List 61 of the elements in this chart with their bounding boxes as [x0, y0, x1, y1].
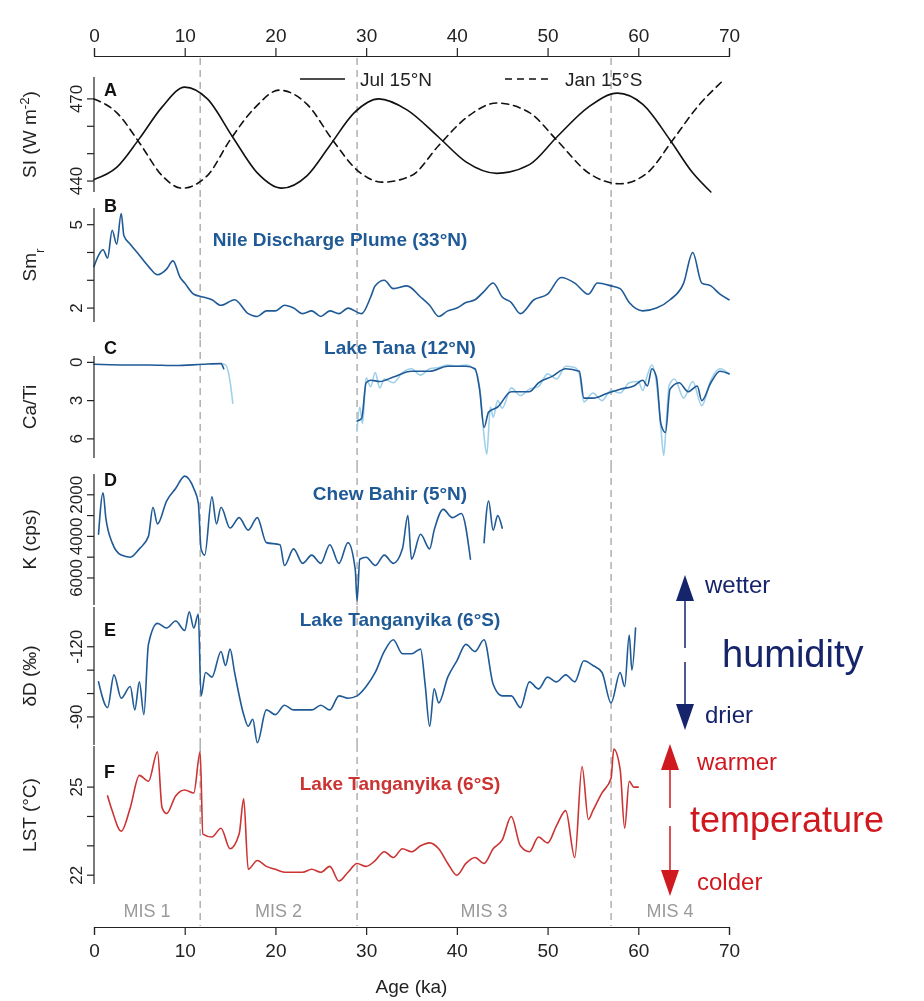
y-axis-title: δD (‰)	[19, 645, 40, 707]
x-tick-label: 60	[628, 940, 650, 962]
text: Lake Tanganyika (6°S)	[299, 773, 501, 794]
text: F	[104, 762, 115, 782]
text: MIS 2	[255, 901, 303, 921]
x2-tick-label: 20	[265, 25, 287, 46]
x-tick-label: 0	[89, 940, 100, 962]
legend-label: Jan 15°S	[565, 69, 643, 90]
x2-tick-label: 0	[89, 25, 100, 46]
x2-tick-label: 30	[356, 25, 378, 46]
annotation: warmer	[696, 748, 778, 775]
y-tick-label: 470	[67, 84, 86, 114]
chart-title: D	[104, 470, 117, 490]
y-tick-label: -120	[67, 629, 86, 664]
chart-title: A	[104, 80, 117, 100]
x-tick-label: 20	[265, 940, 287, 962]
x2-tick-label: 10	[174, 25, 196, 46]
y-tick-label: 440	[67, 166, 86, 196]
y-tick-label: 5	[67, 219, 86, 230]
line-series	[106, 748, 640, 882]
x2-tick-label: 50	[537, 25, 559, 46]
annotation: wetter	[704, 571, 771, 598]
y-axis-title: LST (°C)	[19, 778, 40, 852]
y-axis-title: K (cps)	[19, 509, 40, 570]
annotation: drier	[705, 701, 754, 728]
legend-label: Jul 15°N	[360, 69, 433, 90]
text: E	[104, 620, 117, 640]
y-tick-label: 2000	[67, 475, 86, 514]
y-tick-label: -90	[67, 704, 86, 730]
x-tick-label: 70	[718, 940, 741, 962]
x-tick-label: 40	[446, 940, 468, 962]
y-tick-label: 4000	[67, 517, 86, 556]
text: MIS 3	[460, 901, 508, 921]
y-tick-label: 0	[67, 357, 86, 368]
line-series	[97, 610, 637, 744]
x2-tick-label: 40	[446, 25, 468, 46]
chart-subtitle: Lake Tana (12°N)	[324, 337, 476, 358]
line-series	[93, 212, 730, 318]
x-tick-label: 10	[174, 940, 196, 962]
y-tick-label: 6	[67, 434, 86, 444]
text: MIS 1	[123, 901, 171, 921]
y-tick-label: 6000	[67, 559, 86, 597]
x2-tick-label: 60	[628, 25, 650, 46]
y-tick-label: 2	[67, 303, 86, 313]
chart-title: B	[104, 196, 117, 216]
annotation: temperature	[690, 799, 885, 840]
annotation: humidity	[722, 633, 864, 675]
x-tick-label: 30	[356, 940, 378, 962]
y-axis-title: Ca/Ti	[19, 384, 40, 430]
y-tick-label: 3	[67, 395, 86, 406]
text: Chew Bahir (5°N)	[312, 483, 468, 504]
x-axis-title: Age (ka)	[375, 976, 448, 997]
y-tick-label: 25	[67, 777, 86, 797]
text: Nile Discharge Plume (33°N)	[212, 229, 468, 250]
annotation: colder	[697, 868, 763, 895]
chart-title: C	[104, 338, 117, 358]
y-tick-label: 22	[67, 865, 86, 885]
chart-subtitle: Lake Tanganyika (6°S)	[299, 609, 501, 630]
x-tick-label: 50	[537, 940, 559, 962]
text: MIS 4	[646, 901, 694, 921]
x2-tick-label: 70	[718, 25, 741, 46]
